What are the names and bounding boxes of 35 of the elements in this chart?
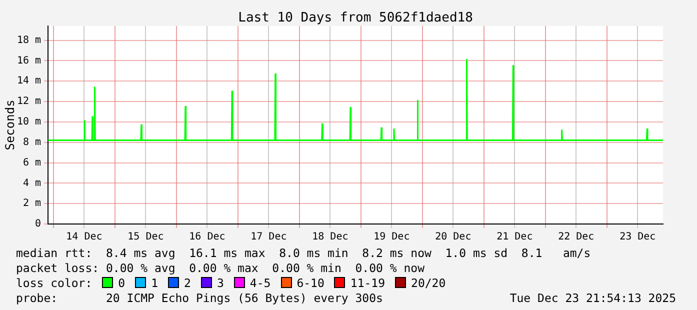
y-tick-label: 10 m	[16, 116, 42, 128]
text: 3	[216, 276, 224, 290]
y-tick-label: 16 m	[16, 55, 42, 66]
x-tick-label: 16 Dec	[189, 232, 226, 243]
x-tick-label: 19 Dec	[374, 232, 410, 243]
chart-title: Last 10 Days from 5062f1daed18	[238, 10, 473, 26]
x-tick-label: 18 Dec	[312, 232, 348, 243]
text: 11-19	[350, 276, 386, 290]
text: 6-10	[296, 276, 324, 290]
text: 4-5	[250, 276, 271, 290]
text: loss color:	[16, 276, 92, 290]
x-tick-label: 14 Dec	[66, 232, 102, 243]
text: 2	[184, 276, 191, 290]
y-tick-label: 8 m	[23, 136, 42, 148]
text: probe: 20 ICMP Echo Pings (56 Bytes) every 300s	[16, 291, 383, 305]
y-tick-label: 4 m	[23, 178, 42, 189]
x-tick-label: 17 Dec	[250, 232, 287, 243]
x-tick-label: 21 Dec	[496, 232, 533, 243]
text: 0	[118, 276, 126, 290]
y-axis-title: Seconds	[3, 100, 18, 150]
x-tick-label: 20 Dec	[435, 232, 472, 243]
text: packet loss: 0.00 % avg 0.00 % max 0.00 % min 0.00 % now	[16, 261, 424, 275]
x-tick-label: 15 Dec	[128, 232, 164, 243]
text: 20/20	[411, 276, 446, 290]
y-tick-label: 0	[35, 218, 42, 230]
text: median rtt: 8.4 ms avg 16.1 ms max 8.0 ms min 8.2 ms now 1.0 ms sd 8.1 am/s	[16, 246, 591, 260]
x-tick-label: 22 Dec	[558, 232, 594, 243]
y-tick-label: 12 m	[16, 96, 42, 108]
y-tick-label: 2 m	[23, 198, 42, 210]
text: 1	[151, 276, 158, 290]
y-tick-label: 18 m	[16, 34, 42, 46]
y-tick-label: 14 m	[16, 76, 42, 87]
text: Tue Dec 23 21:54:13 2025	[510, 291, 676, 306]
y-tick-label: 6 m	[23, 157, 42, 168]
x-tick-label: 23 Dec	[620, 232, 656, 243]
